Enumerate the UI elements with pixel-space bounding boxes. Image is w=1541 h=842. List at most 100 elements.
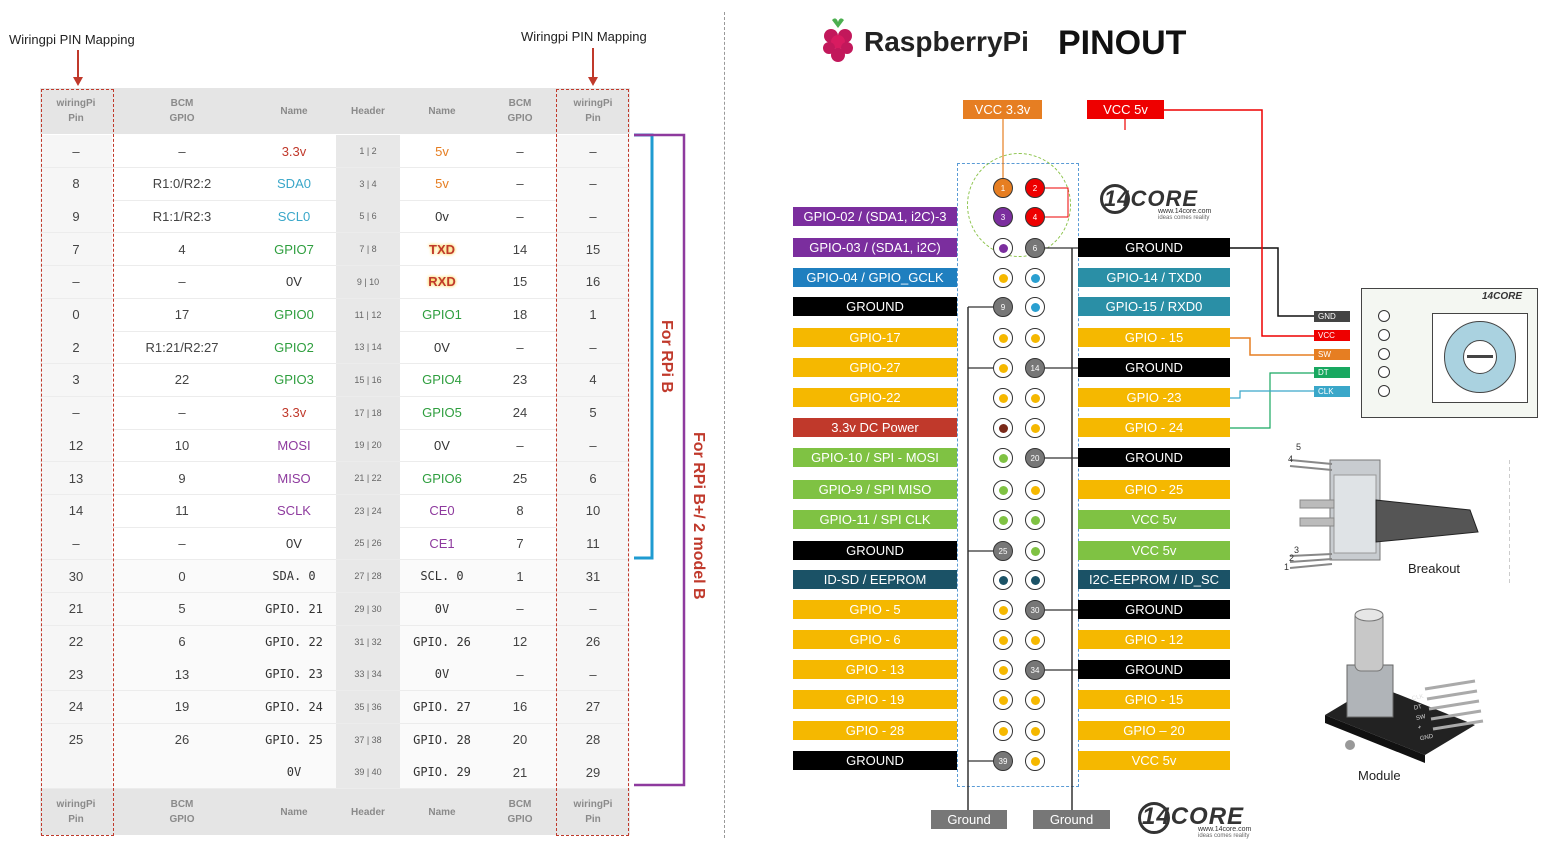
table-row: 3 22 GPIO3 15 | 16 GPIO4 23 4 — [40, 363, 630, 397]
table-cell-wl: – — [40, 396, 112, 429]
table-cell-wr: – — [556, 658, 630, 691]
gpio-pin-right — [1025, 630, 1045, 650]
pin-label-left: GPIO-03 / (SDA1, i2C) — [793, 238, 957, 257]
14core-logo-tagline: ideas comes reality — [1198, 833, 1250, 839]
table-cell-h: 1 | 2 — [336, 135, 400, 167]
table-cell-bl: R1:1/R2:3 — [152, 208, 212, 224]
table-cell-bl: 0 — [178, 568, 186, 584]
14core-logo-bottom: 14CORE www.14core.com ideas comes realit… — [1138, 800, 1273, 842]
table-cell-nl: GPIO2 — [274, 339, 314, 355]
pin-dot — [1030, 302, 1040, 312]
breakout-pin-number: 5 — [1296, 442, 1302, 452]
table-cell-nr: CE0 — [429, 503, 455, 519]
pin-dot — [998, 273, 1008, 283]
pin-dot — [1030, 726, 1040, 736]
table-cell-nl: SCLK — [277, 503, 311, 519]
table-cell-bl: R1:0/R2:2 — [152, 176, 212, 192]
pin-label-left: GPIO - 28 — [793, 721, 957, 740]
module-pin-label: VCC — [1314, 329, 1350, 341]
14core-badge-icon — [1100, 184, 1130, 214]
table-cell-br: 7 — [516, 535, 524, 551]
table-cell-bl: 19 — [174, 699, 190, 715]
table-cell-h: 39 | 40 — [336, 756, 400, 789]
table-row: – – 0V 9 | 10 RXD 15 16 — [40, 265, 630, 299]
wire-line — [1045, 187, 1069, 218]
breakout-pin-number: 3 — [1294, 545, 1300, 555]
table-row: 25 26 GPIO. 25 37 | 38 GPIO. 28 20 28 — [40, 723, 630, 757]
vcc-5v-label: VCC 5v — [1087, 100, 1164, 119]
table-cell-nr: GPIO. 28 — [413, 732, 471, 747]
table-cell-h: 27 | 28 — [336, 560, 400, 593]
module-label: Module — [1358, 768, 1401, 783]
table-cell-nl: GPIO7 — [274, 241, 314, 257]
wiringpi-mapping-label-right: Wiringpi PIN Mapping — [521, 29, 647, 44]
table-cell-h: 21 | 22 — [336, 462, 400, 494]
vcc-3v3-label: VCC 3.3v — [963, 100, 1042, 119]
wire-line — [1164, 109, 1316, 337]
table-cell-nr: RXD — [428, 274, 456, 290]
panel-divider — [724, 12, 725, 838]
gpio-pin-left — [993, 660, 1013, 680]
gpio-pin-right — [1025, 541, 1045, 561]
pin-label-left: GPIO-11 / SPI CLK — [793, 510, 957, 529]
table-cell-nr: CE1 — [429, 535, 455, 551]
pin-dot — [1030, 695, 1040, 705]
module-pin-hole-icon — [1378, 310, 1390, 322]
table-cell-wr: – — [556, 331, 630, 364]
table-cell-br: 25 — [512, 470, 528, 486]
pin-label-left: GROUND — [793, 297, 957, 316]
raspberry-logo-icon — [823, 18, 853, 62]
pin-dot — [998, 726, 1008, 736]
table-cell-bl: 22 — [174, 372, 190, 388]
table-cell-wr: 27 — [556, 690, 630, 723]
pin-dot — [998, 695, 1008, 705]
table-cell-nl: 3.3v — [281, 405, 307, 421]
footer-cell: BCM GPIO — [507, 799, 533, 825]
footer-cell: wiringPi Pin — [573, 799, 613, 825]
table-cell-nr: 5v — [435, 176, 449, 192]
table-cell-nl: 0V — [286, 765, 302, 780]
header-cell: BCM GPIO — [169, 98, 195, 124]
breakout-pin-number: 4 — [1288, 454, 1294, 464]
gpio-pin-right: 4 — [1025, 207, 1045, 227]
table-cell-bl: – — [178, 535, 186, 551]
gpio-pin-left — [993, 570, 1013, 590]
pin-dot — [998, 485, 1008, 495]
table-cell-bl: – — [178, 405, 186, 421]
table-cell-nl: 3.3v — [281, 143, 307, 159]
table-cell-h: 33 | 34 — [336, 658, 400, 691]
table-row: – – 0V 25 | 26 CE1 7 11 — [40, 527, 630, 561]
table-cell-h: 15 | 16 — [336, 363, 400, 396]
footer-cell: Name — [280, 806, 308, 818]
table-cell-h: 9 | 10 — [336, 265, 400, 298]
pin-dot — [1030, 333, 1040, 343]
pin-label-left: GPIO-10 / SPI - MOSI — [793, 448, 957, 467]
breakout-encoder-drawing — [1289, 459, 1510, 585]
table-cell-br: 15 — [512, 274, 528, 290]
pin-dot — [998, 243, 1008, 253]
gpio-pin-left: 1 — [993, 178, 1013, 198]
table-cell-wl: 13 — [40, 462, 112, 494]
table-cell-bl: 11 — [175, 503, 189, 519]
gpio-pin-left — [993, 448, 1013, 468]
table-cell-bl: 4 — [178, 241, 186, 257]
gpio-pin-right: 2 — [1025, 178, 1045, 198]
14core-logo-text: 14CORE — [1142, 803, 1245, 830]
table-cell-nr: GPIO6 — [422, 470, 462, 486]
table-row: 0 17 GPIO0 11 | 12 GPIO1 18 1 — [40, 298, 630, 332]
table-row: 13 9 MISO 21 | 22 GPIO6 25 6 — [40, 462, 630, 495]
table-cell-h: 5 | 6 — [336, 200, 400, 233]
table-cell-nr: 0V — [434, 667, 450, 682]
table-cell-nl: GPIO. 23 — [265, 667, 323, 682]
pin-label-right: GPIO-15 / RXD0 — [1078, 297, 1230, 316]
table-row: 23 13 GPIO. 23 33 | 34 0V – – — [40, 658, 630, 692]
wire-line — [1230, 337, 1316, 356]
pin-label-right: GROUND — [1078, 238, 1230, 257]
pin-label-left: GPIO-22 — [793, 388, 957, 407]
pin-label-right: GROUND — [1078, 448, 1230, 467]
table-cell-nl: SDA. 0 — [272, 569, 316, 584]
table-header: wiringPi Pin BCM GPIO Name Header Name BCM GP… — [40, 88, 630, 134]
pin-label-right: GPIO - 12 — [1078, 630, 1230, 649]
brand-name: RaspberryPi — [864, 26, 1029, 57]
table-cell-nr: 0V — [434, 437, 450, 453]
